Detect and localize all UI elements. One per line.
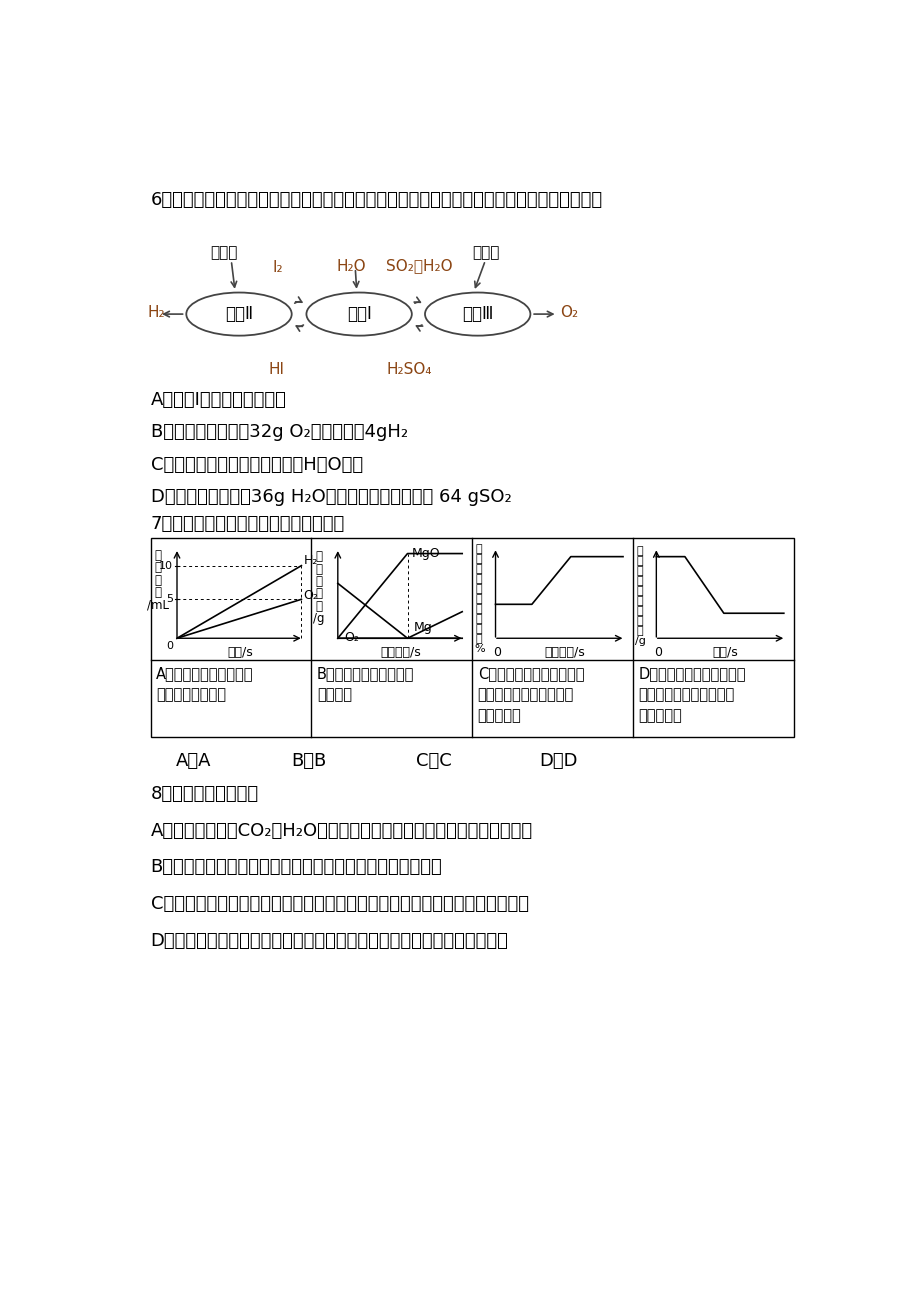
Text: MgO: MgO [411, 547, 439, 560]
Text: O₂: O₂ [303, 589, 318, 602]
Text: H₂O: H₂O [336, 259, 366, 273]
Bar [151, 538, 793, 737]
Text: 的: 的 [314, 575, 322, 589]
Text: D．理论上，每分解36g H₂O，就需向体系内再补充 64 gSO₂: D．理论上，每分解36g H₂O，就需向体系内再补充 64 gSO₂ [151, 488, 511, 506]
Text: /mL: /mL [146, 598, 168, 611]
Text: 0: 0 [653, 646, 662, 659]
Text: 的: 的 [636, 605, 642, 616]
Text: 物: 物 [314, 551, 322, 564]
Text: 固: 固 [475, 544, 482, 555]
Text: O₂: O₂ [344, 630, 358, 643]
Text: B．B: B．B [291, 753, 326, 771]
Text: 6、氢能源是未来最清洁的能源，分解水制氢的一种原理如图。下列关于该原理的说法正确的是: 6、氢能源是未来最清洁的能源，分解水制氢的一种原理如图。下列关于该原理的说法正确… [151, 191, 602, 208]
Text: C．由同种分子构成的物质一定是纯净物，所以纯净物一定是由同种分子构成的: C．由同种分子构成的物质一定是纯净物，所以纯净物一定是由同种分子构成的 [151, 896, 528, 914]
Text: 气: 气 [636, 586, 642, 596]
Text: 加热时间/s: 加热时间/s [543, 646, 584, 659]
Text: 8、下列推理合理的是: 8、下列推理合理的是 [151, 785, 258, 802]
Text: 反应Ⅲ: 反应Ⅲ [461, 305, 493, 323]
Text: Mg: Mg [414, 621, 432, 634]
Text: 集: 集 [636, 546, 642, 556]
Text: 0: 0 [493, 646, 501, 659]
Text: 量: 量 [475, 615, 482, 625]
Text: C．反应过程中化合价改变的仅H、O元素: C．反应过程中化合价改变的仅H、O元素 [151, 456, 362, 474]
Text: C．C: C．C [415, 753, 451, 771]
Text: /g: /g [634, 635, 645, 646]
Text: O₂: O₂ [560, 305, 577, 320]
Text: 时间/s: 时间/s [711, 646, 737, 659]
Text: 质: 质 [636, 616, 642, 626]
Text: A．A: A．A [176, 753, 210, 771]
Text: D．单质是由同种元素组成的物质，所以由同种元素组成的物质一定是单质: D．单质是由同种元素组成的物质，所以由同种元素组成的物质一定是单质 [151, 932, 508, 950]
Text: 气: 气 [154, 549, 161, 562]
Text: H₂: H₂ [147, 305, 165, 320]
Text: 时间/s: 时间/s [227, 646, 253, 659]
Text: 素: 素 [475, 595, 482, 604]
Text: 中: 中 [475, 564, 482, 574]
Text: 质: 质 [314, 562, 322, 575]
Text: D．红磷在盛有空气的密闭
集气瓶内燃烧，瓶内气体
质量的变化: D．红磷在盛有空气的密闭 集气瓶内燃烧，瓶内气体 质量的变化 [638, 667, 745, 723]
Text: HI: HI [268, 362, 284, 376]
Text: B．氧气的化学性质比较活泼，所以氧气能与所有的物质反应: B．氧气的化学性质比较活泼，所以氧气能与所有的物质反应 [151, 858, 442, 876]
Text: %: % [473, 644, 484, 655]
Text: 10: 10 [159, 561, 173, 570]
Text: 质: 质 [475, 604, 482, 615]
Text: 5: 5 [166, 594, 173, 604]
Text: 反应Ⅱ: 反应Ⅱ [224, 305, 253, 323]
Text: 量: 量 [636, 626, 642, 635]
Text: D．D: D．D [539, 753, 577, 771]
Text: 反应时间/s: 反应时间/s [380, 646, 421, 659]
Text: SO₂、H₂O: SO₂、H₂O [386, 259, 452, 273]
Text: 中: 中 [636, 575, 642, 586]
Text: 体: 体 [154, 574, 161, 587]
Text: C．加热高锶酸鿨，固体中
锶元素的质量分数随加热
时间的变化: C．加热高锶酸鿨，固体中 锶元素的质量分数随加热 时间的变化 [477, 667, 584, 723]
Text: 7、下列四个图像与对应描述不相符的是: 7、下列四个图像与对应描述不相符的是 [151, 516, 345, 533]
Text: 质: 质 [314, 587, 322, 600]
Text: 分: 分 [475, 625, 482, 634]
Text: 太阳能: 太阳能 [210, 245, 237, 260]
Text: B．理论上，每生成32g O₂，就能得到4gH₂: B．理论上，每生成32g O₂，就能得到4gH₂ [151, 423, 407, 441]
Text: 0: 0 [166, 641, 173, 651]
Text: 太阳能: 太阳能 [471, 245, 499, 260]
Text: 反应Ⅰ: 反应Ⅰ [346, 305, 371, 323]
Text: 量: 量 [314, 600, 322, 613]
Text: H₂SO₄: H₂SO₄ [386, 362, 432, 376]
Text: /g: /g [312, 612, 323, 625]
Text: 体: 体 [475, 555, 482, 564]
Text: 瓶: 瓶 [636, 566, 642, 575]
Text: A．水通电，电解生成两
种气体的体积变化: A．水通电，电解生成两 种气体的体积变化 [156, 667, 254, 702]
Text: A．反应Ⅰ的类型为置换反应: A．反应Ⅰ的类型为置换反应 [151, 391, 286, 409]
Text: 体: 体 [636, 596, 642, 605]
Text: 元: 元 [475, 585, 482, 594]
Text: A．蜡烛燃烧生成CO₂和H₂O，所以蜡烛的组成中一定含有碳元素和氢元素: A．蜡烛燃烧生成CO₂和H₂O，所以蜡烛的组成中一定含有碳元素和氢元素 [151, 822, 532, 840]
Text: B．等质量的镁和氧气，
完全反应: B．等质量的镁和氧气， 完全反应 [316, 667, 414, 702]
Text: 积: 积 [154, 586, 161, 599]
Text: 锰: 锰 [475, 574, 482, 585]
Text: I₂: I₂ [272, 260, 283, 275]
Text: 体: 体 [154, 561, 161, 574]
Text: H₂: H₂ [303, 553, 318, 566]
Text: 气: 气 [636, 556, 642, 566]
Text: 数: 数 [475, 634, 482, 644]
